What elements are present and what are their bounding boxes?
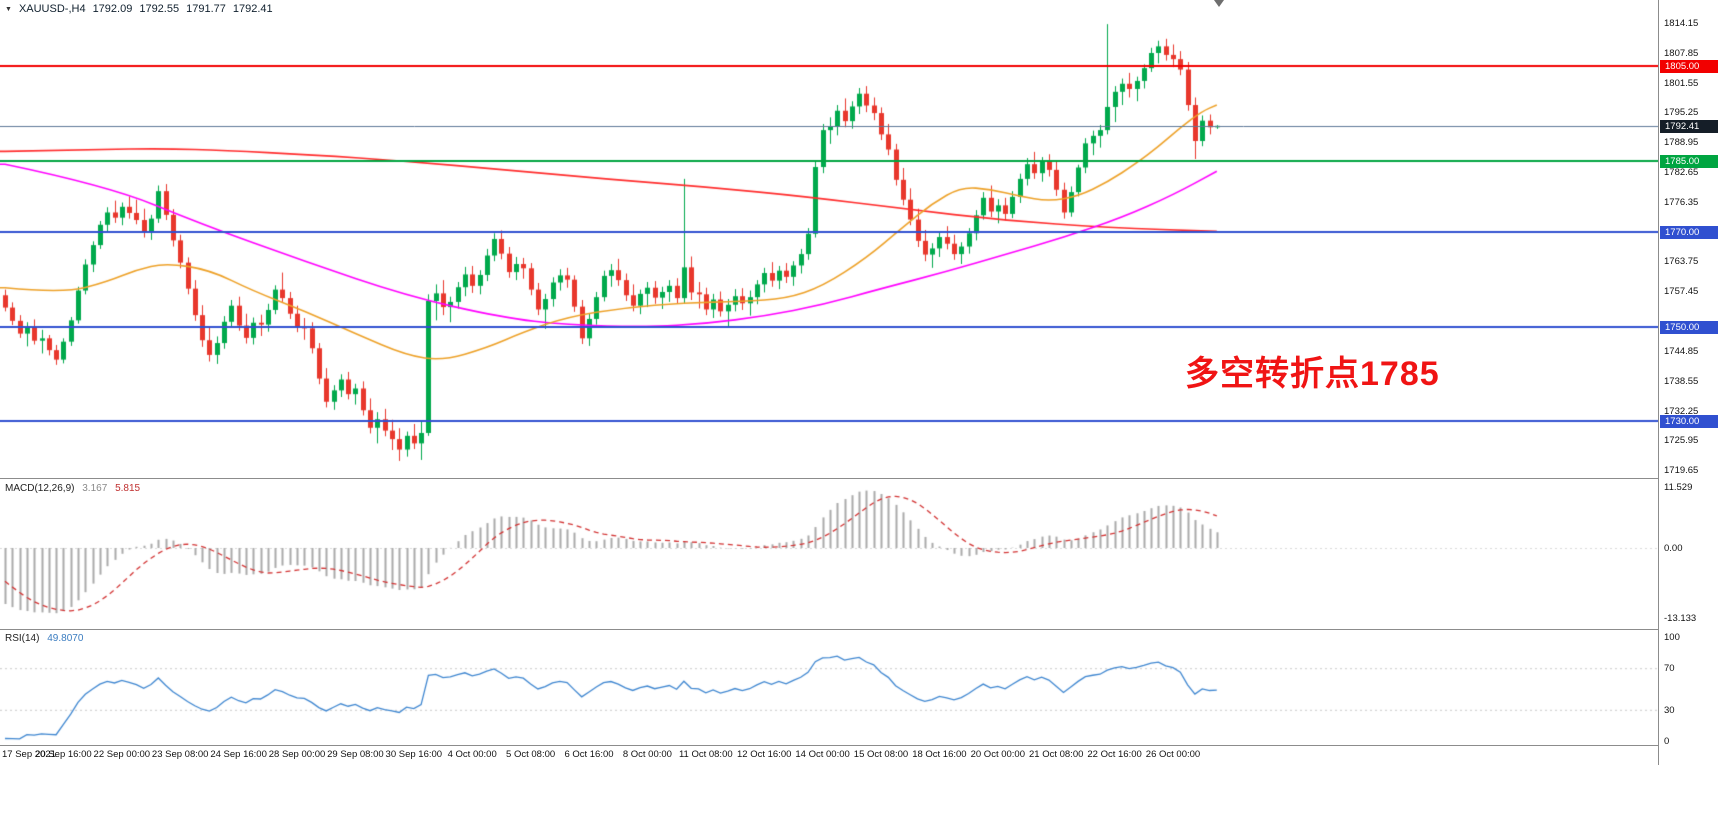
time-label: 24 Sep 16:00 [210, 749, 267, 760]
rsi-axis-label: 30 [1664, 704, 1675, 716]
rsi-name: RSI(14) [5, 633, 40, 644]
price-badge: 1785.00 [1660, 154, 1718, 168]
time-label: 20 Oct 00:00 [970, 749, 1025, 760]
time-label: 30 Sep 16:00 [385, 749, 443, 760]
main-chart-canvas[interactable] [0, 0, 1658, 478]
macd-axis-label: -13.133 [1664, 612, 1697, 624]
price-tick: 1757.45 [1664, 286, 1699, 298]
time-label: 4 Oct 00:00 [447, 749, 497, 760]
price-tick: 1788.95 [1664, 137, 1699, 149]
chart-annotation[interactable]: 多空转折点1785 [1185, 355, 1440, 393]
time-label: 29 Sep 08:00 [327, 749, 384, 760]
rsi-indicator-label: RSI(14) 49.8070 [5, 633, 83, 644]
time-label: 17 Sep 2021 [2, 749, 56, 760]
rsi-canvas[interactable] [0, 630, 1658, 745]
time-label: 28 Sep 00:00 [268, 749, 326, 760]
pane-separator-macd-rsi[interactable] [0, 629, 1721, 630]
price-tick: 1795.25 [1664, 107, 1699, 119]
ohlc-open: 1792.09 [92, 3, 133, 15]
rsi-value: 49.8070 [47, 633, 84, 644]
time-label: 20 Sep 16:00 [35, 749, 92, 760]
symbol-timeframe-label: XAUUSD-,H4 [18, 3, 86, 15]
macd-signal-value: 5.815 [115, 483, 141, 494]
time-label: 22 Sep 00:00 [93, 749, 151, 760]
price-tick: 1732.25 [1664, 405, 1699, 417]
macd-name: MACD(12,26,9) [5, 483, 75, 494]
time-label: 14 Oct 00:00 [795, 749, 850, 760]
macd-main-value: 3.167 [82, 483, 108, 494]
time-label: 23 Sep 08:00 [151, 749, 209, 760]
price-tick: 1744.85 [1664, 345, 1699, 357]
pane-separator-rsi-time [0, 745, 1721, 746]
rsi-axis-label: 100 [1664, 632, 1680, 643]
price-tick: 1719.65 [1664, 465, 1699, 477]
price-tick: 1725.95 [1664, 435, 1699, 447]
pane-separator-main-macd[interactable] [0, 478, 1721, 479]
time-label: 6 Oct 16:00 [564, 749, 614, 760]
time-label: 18 Oct 16:00 [912, 749, 967, 760]
price-tick: 1814.15 [1664, 17, 1699, 29]
chart-header: ▼ XAUUSD-,H4 1792.09 1792.55 1791.77 179… [5, 3, 273, 15]
price-badge: 1792.41 [1660, 119, 1718, 133]
price-tick: 1763.75 [1664, 256, 1699, 268]
price-tick: 1801.55 [1664, 77, 1699, 89]
price-badge: 1750.00 [1660, 320, 1718, 334]
time-label: 5 Oct 08:00 [506, 749, 556, 760]
time-label: 8 Oct 00:00 [622, 749, 672, 760]
ohlc-close: 1792.41 [232, 3, 273, 15]
ohlc-low: 1791.77 [186, 3, 226, 15]
price-badge: 1770.00 [1660, 225, 1718, 239]
price-axis[interactable]: 1814.15 1807.85 1801.55 1795.25 1788.95 1782.… [1658, 0, 1721, 765]
macd-indicator-label: MACD(12,26,9) 3.167 5.815 [5, 483, 140, 494]
time-label: 12 Oct 16:00 [736, 749, 792, 760]
rsi-axis-label: 0 [1664, 736, 1670, 747]
price-badge: 1805.00 [1660, 60, 1718, 74]
time-label: 11 Oct 08:00 [678, 749, 733, 760]
price-tick: 1807.85 [1664, 47, 1699, 59]
macd-axis-label: 11.529 [1664, 481, 1693, 493]
price-tick: 1782.65 [1664, 167, 1699, 178]
time-label: 22 Oct 16:00 [1087, 749, 1142, 760]
time-axis[interactable]: 17 Sep 2021 20 Sep 16:00 22 Sep 00:00 23 Se… [0, 746, 1658, 764]
ohlc-high: 1792.55 [139, 3, 180, 15]
chart-menu-arrow-icon[interactable]: ▼ [5, 5, 12, 13]
time-label: 21 Oct 08:00 [1028, 749, 1084, 760]
chart-shift-marker-icon[interactable] [1214, 0, 1224, 7]
rsi-axis-label: 70 [1664, 663, 1675, 675]
time-label: 26 Oct 00:00 [1145, 749, 1201, 760]
price-tick: 1776.35 [1664, 196, 1699, 208]
macd-axis-label: 0.00 [1664, 543, 1683, 554]
price-badge: 1730.00 [1660, 415, 1718, 429]
price-tick: 1738.55 [1664, 375, 1699, 387]
macd-canvas[interactable] [0, 479, 1658, 629]
time-label: 15 Oct 08:00 [853, 749, 909, 760]
